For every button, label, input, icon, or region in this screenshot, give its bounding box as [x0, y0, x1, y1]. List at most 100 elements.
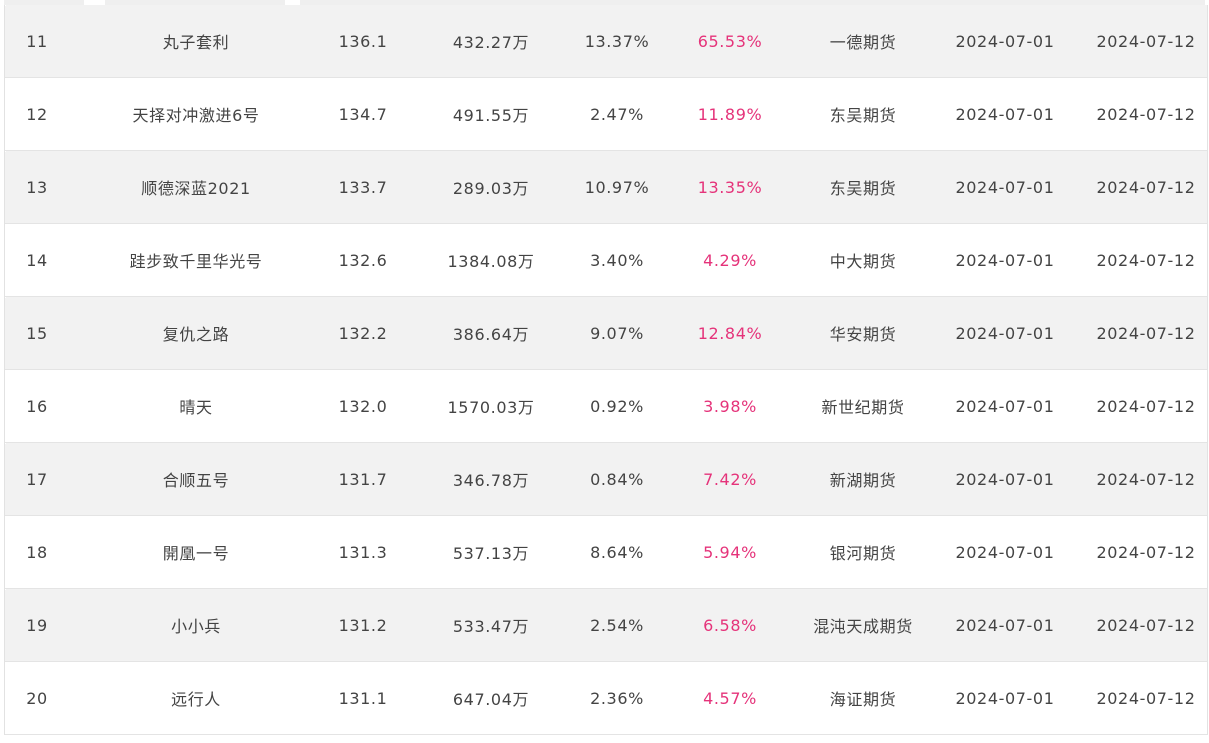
product-name-cell[interactable]: 天择对冲激进6号	[132, 106, 260, 125]
scale-cell: 491.55万	[452, 106, 530, 125]
product-name-cell[interactable]: 丸子套利	[162, 33, 230, 52]
product-name-cell[interactable]: 晴天	[179, 398, 213, 417]
end-date-cell: 2024-07-12	[1096, 323, 1196, 343]
return-a-cell: 10.97%	[584, 177, 650, 197]
end-date-cell: 2024-07-12	[1096, 250, 1196, 270]
rank-cell: 12	[26, 104, 48, 124]
rank-cell: 11	[26, 31, 48, 51]
table-row[interactable]: 18 開凰一号 131.3 537.13万 8.64% 5.94% 银河期货 2…	[5, 516, 1207, 589]
score-cell: 132.0	[338, 396, 388, 416]
product-name-cell[interactable]: 远行人	[171, 690, 221, 709]
ranking-table: 11 丸子套利 136.1 432.27万 13.37% 65.53% 一德期货…	[4, 5, 1208, 735]
return-b-cell: 6.58%	[703, 615, 757, 635]
return-b-cell: 7.42%	[703, 469, 757, 489]
score-cell: 136.1	[338, 31, 388, 51]
scale-cell: 289.03万	[452, 179, 530, 198]
start-date-cell: 2024-07-01	[955, 177, 1055, 197]
table-body: 11 丸子套利 136.1 432.27万 13.37% 65.53% 一德期货…	[5, 5, 1207, 735]
return-b-cell: 3.98%	[703, 396, 757, 416]
scale-cell: 432.27万	[452, 33, 530, 52]
start-date-cell: 2024-07-01	[955, 469, 1055, 489]
table-row[interactable]: 12 天择对冲激进6号 134.7 491.55万 2.47% 11.89% 东…	[5, 78, 1207, 151]
table-row[interactable]: 13 顺德深蓝2021 133.7 289.03万 10.97% 13.35% …	[5, 151, 1207, 224]
return-a-cell: 2.47%	[590, 104, 644, 124]
start-date-cell: 2024-07-01	[955, 323, 1055, 343]
table-row[interactable]: 20 远行人 131.1 647.04万 2.36% 4.57% 海证期货 20…	[5, 662, 1207, 735]
broker-cell: 一德期货	[829, 33, 897, 52]
rank-cell: 19	[26, 615, 48, 635]
return-b-cell: 65.53%	[697, 31, 763, 51]
broker-cell: 混沌天成期货	[813, 617, 913, 636]
broker-cell: 华安期货	[829, 325, 897, 344]
start-date-cell: 2024-07-01	[955, 104, 1055, 124]
end-date-cell: 2024-07-12	[1096, 31, 1196, 51]
return-a-cell: 3.40%	[590, 250, 644, 270]
scale-cell: 1570.03万	[447, 398, 535, 417]
return-a-cell: 0.84%	[590, 469, 644, 489]
product-name-cell[interactable]: 顺德深蓝2021	[141, 179, 251, 198]
scale-cell: 1384.08万	[447, 252, 535, 271]
product-name-cell[interactable]: 复仇之路	[162, 325, 230, 344]
broker-cell: 新世纪期货	[821, 398, 905, 417]
return-b-cell: 4.57%	[703, 688, 757, 708]
scale-cell: 533.47万	[452, 617, 530, 636]
broker-cell: 东吴期货	[829, 179, 897, 198]
rank-cell: 13	[26, 177, 48, 197]
end-date-cell: 2024-07-12	[1096, 542, 1196, 562]
start-date-cell: 2024-07-01	[955, 542, 1055, 562]
broker-cell: 新湖期货	[829, 471, 897, 490]
table-row[interactable]: 16 晴天 132.0 1570.03万 0.92% 3.98% 新世纪期货 2…	[5, 370, 1207, 443]
end-date-cell: 2024-07-12	[1096, 177, 1196, 197]
start-date-cell: 2024-07-01	[955, 31, 1055, 51]
start-date-cell: 2024-07-01	[955, 688, 1055, 708]
return-a-cell: 8.64%	[590, 542, 644, 562]
score-cell: 131.1	[338, 688, 388, 708]
return-b-cell: 13.35%	[697, 177, 763, 197]
broker-cell: 银河期货	[829, 544, 897, 563]
product-name-cell[interactable]: 開凰一号	[162, 544, 230, 563]
rank-cell: 18	[26, 542, 48, 562]
product-name-cell[interactable]: 小小兵	[171, 617, 221, 636]
table-row[interactable]: 11 丸子套利 136.1 432.27万 13.37% 65.53% 一德期货…	[5, 5, 1207, 78]
return-b-cell: 4.29%	[703, 250, 757, 270]
return-b-cell: 11.89%	[697, 104, 763, 124]
return-a-cell: 9.07%	[590, 323, 644, 343]
score-cell: 131.7	[338, 469, 388, 489]
start-date-cell: 2024-07-01	[955, 615, 1055, 635]
score-cell: 132.6	[338, 250, 388, 270]
start-date-cell: 2024-07-01	[955, 250, 1055, 270]
rank-cell: 17	[26, 469, 48, 489]
scale-cell: 386.64万	[452, 325, 530, 344]
end-date-cell: 2024-07-12	[1096, 396, 1196, 416]
end-date-cell: 2024-07-12	[1096, 104, 1196, 124]
end-date-cell: 2024-07-12	[1096, 688, 1196, 708]
score-cell: 132.2	[338, 323, 388, 343]
rank-cell: 20	[26, 688, 48, 708]
rank-cell: 14	[26, 250, 48, 270]
end-date-cell: 2024-07-12	[1096, 615, 1196, 635]
broker-cell: 东吴期货	[829, 106, 897, 125]
scale-cell: 346.78万	[452, 471, 530, 490]
return-a-cell: 2.54%	[590, 615, 644, 635]
scale-cell: 537.13万	[452, 544, 530, 563]
product-name-cell[interactable]: 合顺五号	[162, 471, 230, 490]
table-row[interactable]: 19 小小兵 131.2 533.47万 2.54% 6.58% 混沌天成期货 …	[5, 589, 1207, 662]
score-cell: 133.7	[338, 177, 388, 197]
table-row[interactable]: 15 复仇之路 132.2 386.64万 9.07% 12.84% 华安期货 …	[5, 297, 1207, 370]
return-b-cell: 12.84%	[697, 323, 763, 343]
end-date-cell: 2024-07-12	[1096, 469, 1196, 489]
previous-row-edge	[0, 0, 1209, 5]
broker-cell: 中大期货	[829, 252, 897, 271]
start-date-cell: 2024-07-01	[955, 396, 1055, 416]
score-cell: 131.3	[338, 542, 388, 562]
score-cell: 134.7	[338, 104, 388, 124]
broker-cell: 海证期货	[829, 690, 897, 709]
return-a-cell: 13.37%	[584, 31, 650, 51]
scale-cell: 647.04万	[452, 690, 530, 709]
product-name-cell[interactable]: 跬步致千里华光号	[129, 252, 263, 271]
rank-cell: 16	[26, 396, 48, 416]
table-row[interactable]: 14 跬步致千里华光号 132.6 1384.08万 3.40% 4.29% 中…	[5, 224, 1207, 297]
table-row[interactable]: 17 合顺五号 131.7 346.78万 0.84% 7.42% 新湖期货 2…	[5, 443, 1207, 516]
return-b-cell: 5.94%	[703, 542, 757, 562]
return-a-cell: 2.36%	[590, 688, 644, 708]
